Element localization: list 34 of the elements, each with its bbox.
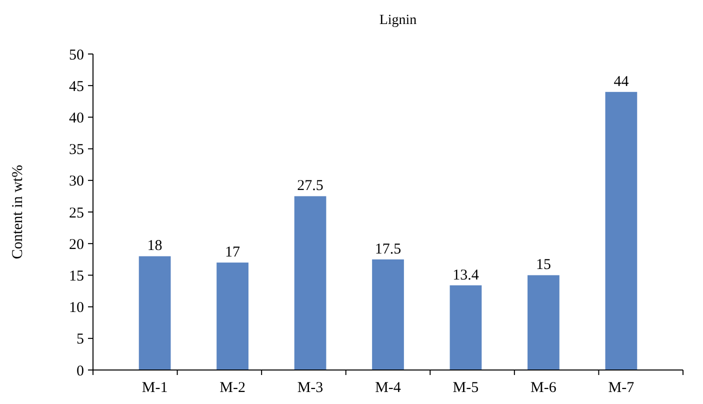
bar — [528, 275, 560, 370]
data-label: 27.5 — [297, 178, 324, 194]
y-tick-label: 40 — [69, 110, 84, 126]
data-label: 13.4 — [452, 267, 480, 284]
bar — [372, 259, 404, 370]
x-tick-label: M-7 — [608, 380, 635, 396]
y-tick-label: 0 — [76, 363, 84, 380]
chart-title: Lignin — [379, 13, 417, 28]
bar — [216, 262, 248, 370]
x-tick-label: M-3 — [297, 380, 324, 396]
x-tick-label: M-2 — [220, 380, 246, 396]
data-label: 44 — [614, 74, 630, 90]
y-tick-label: 10 — [69, 300, 84, 316]
data-label: 17 — [225, 244, 241, 261]
bar — [138, 256, 171, 370]
y-axis-title: Content in wt% — [10, 164, 26, 260]
data-label: 15 — [536, 257, 551, 274]
x-tick-label: M-1 — [142, 380, 168, 396]
y-tick-label: 25 — [69, 205, 84, 222]
y-tick-label: 5 — [76, 332, 84, 348]
y-tick-label: 45 — [69, 78, 84, 95]
y-tick-label: 15 — [69, 268, 84, 284]
x-tick-label: M-6 — [530, 380, 557, 396]
data-label: 18 — [147, 238, 162, 254]
y-tick-label: 20 — [69, 236, 84, 253]
bar — [605, 92, 638, 370]
y-tick-label: 50 — [69, 47, 84, 64]
x-tick-label: M-5 — [452, 380, 479, 396]
y-tick-label: 30 — [69, 174, 84, 190]
bar — [294, 196, 326, 370]
x-tick-label: M-4 — [375, 380, 402, 396]
data-label: 17.5 — [374, 241, 402, 258]
bar — [450, 285, 482, 370]
y-tick-label: 35 — [69, 142, 84, 158]
